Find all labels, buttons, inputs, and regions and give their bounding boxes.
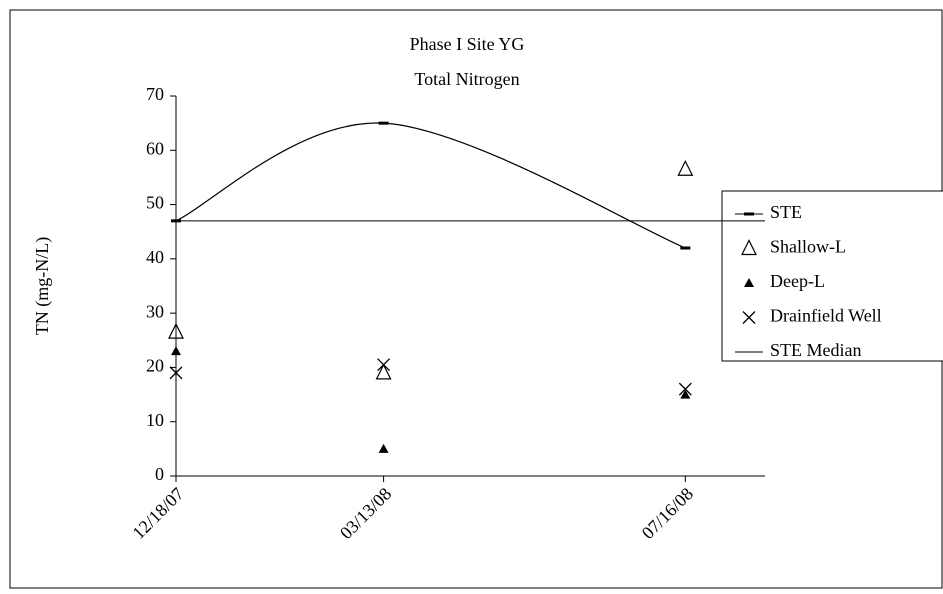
data-point <box>680 389 691 399</box>
legend-label: STE Median <box>770 340 862 360</box>
y-tick-label: 60 <box>146 138 164 158</box>
legend-marker <box>741 239 757 256</box>
chart-title: Phase I Site YG <box>410 34 525 54</box>
data-point <box>677 159 694 176</box>
data-point <box>168 322 184 339</box>
legend-label: STE <box>770 202 802 222</box>
data-point <box>171 346 181 356</box>
y-tick-label: 10 <box>146 410 164 430</box>
chart-subtitle: Total Nitrogen <box>414 69 519 89</box>
series-line <box>175 122 686 249</box>
y-tick-label: 0 <box>155 464 164 484</box>
legend-label: Deep-L <box>770 271 825 291</box>
legend-marker <box>744 278 754 287</box>
y-tick-label: 50 <box>146 193 164 213</box>
y-axis-label: TN (mg-N/L) <box>32 237 53 335</box>
data-point <box>375 363 392 380</box>
data-point <box>377 358 391 372</box>
data-point <box>169 366 183 380</box>
y-tick-label: 20 <box>146 356 164 376</box>
y-tick-label: 40 <box>146 247 164 267</box>
legend-label: Shallow-L <box>770 237 846 257</box>
data-point <box>678 382 692 396</box>
y-tick-label: 30 <box>146 301 164 321</box>
legend-marker <box>742 311 756 324</box>
legend-label: Drainfield Well <box>770 306 882 326</box>
data-point <box>378 443 389 453</box>
legend-box <box>721 190 943 362</box>
y-tick-label: 70 <box>146 84 164 104</box>
